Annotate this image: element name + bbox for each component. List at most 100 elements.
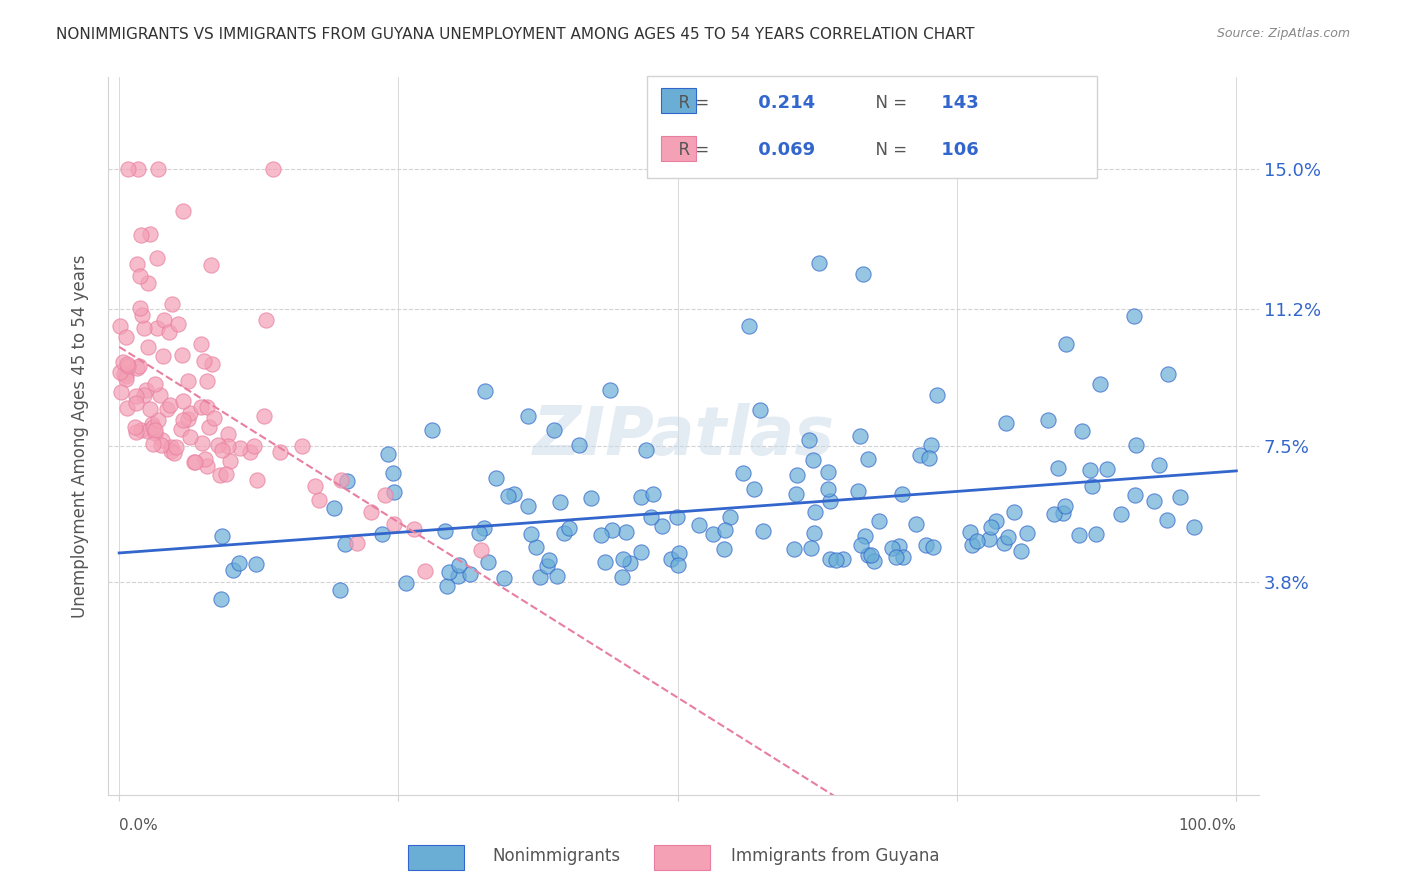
Point (291, 439, 314, 453)
Point (1182, 520, 1205, 534)
Point (172, 204, 194, 219)
Point (817, 482, 839, 496)
Point (117, 401, 139, 415)
Point (853, 528, 876, 542)
Point (253, 409, 276, 423)
Point (718, 510, 741, 524)
Point (804, 505, 827, 519)
Point (1156, 513, 1178, 527)
Point (360, 505, 382, 519)
Point (191, 436, 214, 450)
Point (702, 526, 724, 541)
Point (914, 538, 936, 552)
Point (190, 401, 212, 415)
Point (127, 162, 149, 177)
Text: 0.214: 0.214 (752, 94, 815, 112)
Text: 100.0%: 100.0% (1178, 818, 1236, 833)
Point (458, 567, 481, 582)
Point (117, 357, 139, 371)
Point (925, 388, 948, 402)
Point (1052, 506, 1074, 520)
Y-axis label: Unemployment Among Ages 45 to 54 years: Unemployment Among Ages 45 to 54 years (72, 255, 89, 618)
Point (619, 557, 641, 571)
Point (808, 256, 831, 270)
Point (110, 365, 132, 379)
Point (543, 424, 565, 438)
Point (492, 571, 515, 585)
Point (195, 374, 218, 388)
Point (125, 361, 148, 376)
Point (820, 493, 842, 508)
Point (139, 401, 162, 416)
Point (162, 297, 184, 311)
Point (516, 500, 538, 514)
Point (1042, 507, 1064, 521)
Point (136, 424, 159, 438)
Point (688, 517, 710, 532)
Point (125, 396, 148, 410)
Point (1053, 499, 1076, 513)
Point (1071, 424, 1094, 438)
Point (905, 516, 928, 531)
Point (600, 523, 623, 537)
Point (179, 406, 201, 420)
Point (152, 313, 174, 327)
Point (920, 438, 942, 452)
Point (485, 471, 508, 485)
Point (129, 227, 152, 242)
Point (143, 426, 166, 441)
Point (177, 375, 200, 389)
Point (202, 411, 225, 425)
Point (537, 553, 560, 567)
Point (211, 442, 233, 457)
Point (889, 539, 911, 553)
Point (995, 417, 1018, 431)
Point (470, 542, 492, 557)
Point (165, 440, 187, 454)
Point (198, 420, 221, 434)
Point (131, 308, 153, 322)
Point (330, 474, 353, 488)
Point (129, 269, 152, 284)
Point (917, 451, 939, 466)
Point (630, 490, 652, 504)
Point (384, 484, 406, 499)
Text: Source: ZipAtlas.com: Source: ZipAtlas.com (1216, 27, 1350, 40)
Point (200, 258, 222, 272)
Point (228, 441, 250, 455)
Point (222, 563, 245, 577)
Point (304, 479, 326, 493)
Point (856, 452, 879, 467)
Point (713, 524, 735, 538)
Point (208, 468, 231, 483)
Point (862, 554, 884, 568)
Point (496, 489, 519, 503)
Point (433, 524, 456, 538)
Point (172, 412, 194, 426)
Point (195, 458, 218, 473)
Text: 106: 106 (935, 141, 979, 159)
Point (125, 389, 148, 403)
Point (217, 427, 239, 442)
Point (377, 447, 399, 461)
Point (1002, 505, 1025, 519)
Point (783, 542, 806, 557)
Point (239, 445, 262, 459)
Point (117, 162, 139, 177)
Point (374, 488, 396, 502)
Point (141, 417, 163, 431)
Point (846, 483, 869, 498)
Point (201, 357, 224, 371)
Point (468, 526, 491, 541)
Point (738, 318, 761, 333)
Point (146, 321, 169, 335)
Point (524, 541, 547, 555)
Point (1125, 488, 1147, 502)
Point (803, 526, 825, 541)
Point (614, 525, 637, 540)
Point (217, 439, 239, 453)
Point (579, 491, 602, 505)
Point (860, 548, 883, 562)
Point (132, 321, 155, 335)
Point (993, 535, 1015, 549)
